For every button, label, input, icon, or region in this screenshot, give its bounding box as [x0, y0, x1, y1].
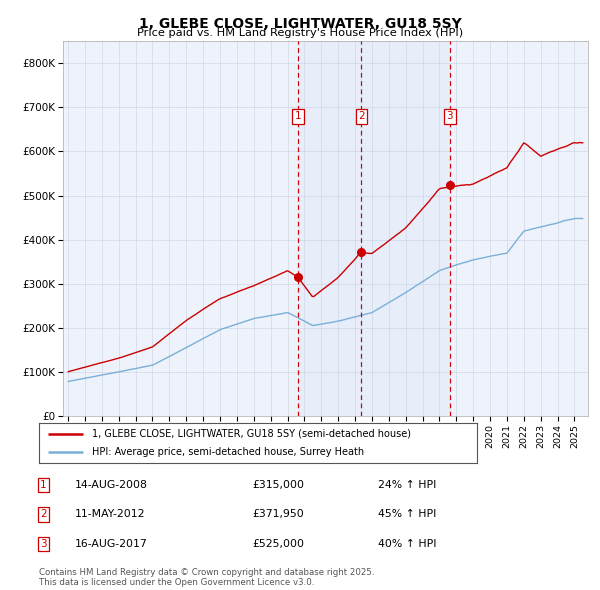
Text: 1, GLEBE CLOSE, LIGHTWATER, GU18 5SY (semi-detached house): 1, GLEBE CLOSE, LIGHTWATER, GU18 5SY (se…: [92, 429, 410, 439]
Text: 2: 2: [358, 112, 364, 121]
Text: £371,950: £371,950: [252, 510, 304, 519]
Text: Contains HM Land Registry data © Crown copyright and database right 2025.
This d: Contains HM Land Registry data © Crown c…: [39, 568, 374, 587]
Bar: [298, 41, 361, 416]
Text: 24% ↑ HPI: 24% ↑ HPI: [378, 480, 436, 490]
Text: 11-MAY-2012: 11-MAY-2012: [75, 510, 146, 519]
Text: 1: 1: [40, 480, 47, 490]
Text: 16-AUG-2017: 16-AUG-2017: [75, 539, 148, 549]
Text: 1, GLEBE CLOSE, LIGHTWATER, GU18 5SY: 1, GLEBE CLOSE, LIGHTWATER, GU18 5SY: [139, 17, 461, 31]
Text: Price paid vs. HM Land Registry's House Price Index (HPI): Price paid vs. HM Land Registry's House …: [137, 28, 463, 38]
Text: 1: 1: [295, 112, 301, 121]
Text: 14-AUG-2008: 14-AUG-2008: [75, 480, 148, 490]
Text: £315,000: £315,000: [252, 480, 304, 490]
Text: £525,000: £525,000: [252, 539, 304, 549]
Text: 45% ↑ HPI: 45% ↑ HPI: [378, 510, 436, 519]
Text: 3: 3: [446, 112, 453, 121]
Bar: [361, 41, 450, 416]
Text: 2: 2: [40, 510, 47, 519]
Text: 3: 3: [40, 539, 47, 549]
Text: HPI: Average price, semi-detached house, Surrey Heath: HPI: Average price, semi-detached house,…: [92, 447, 364, 457]
Text: 40% ↑ HPI: 40% ↑ HPI: [378, 539, 437, 549]
